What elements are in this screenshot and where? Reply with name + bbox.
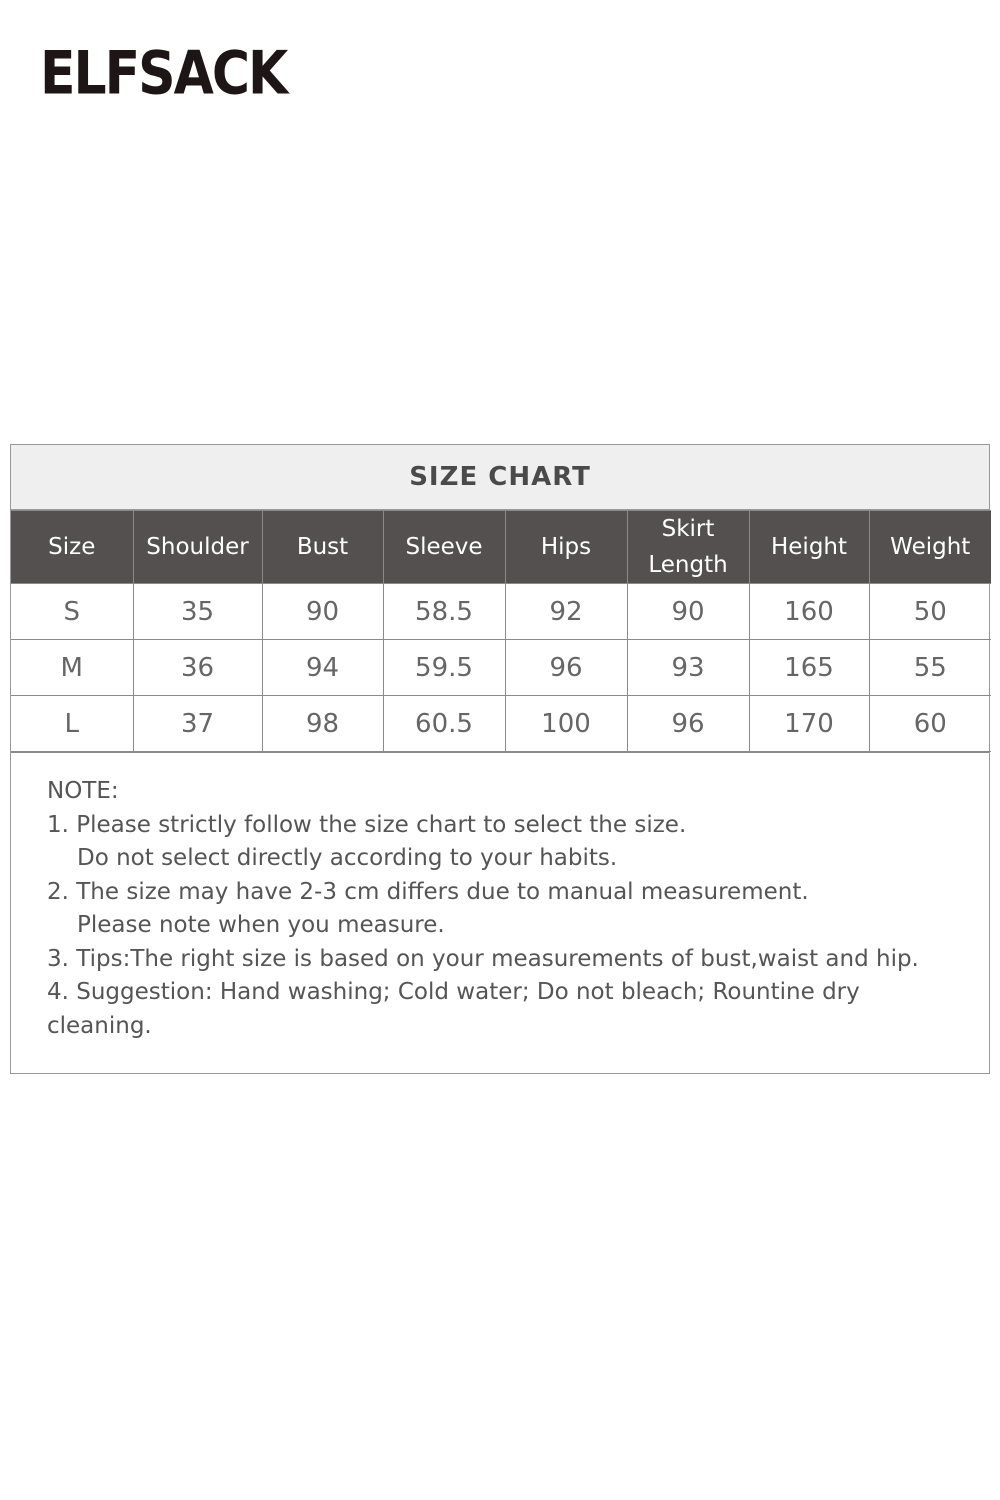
table-cell: 37 (132, 695, 263, 752)
table-header-row: Size Shoulder Bust Sleeve Hips Skirt Len… (11, 510, 991, 584)
notes-heading: NOTE: (47, 778, 119, 804)
table-cell: 98 (261, 695, 384, 752)
table-row: L 37 98 60.5 100 96 170 60 (11, 695, 991, 752)
table-cell: 165 (748, 639, 870, 696)
brand-logo: ELFSACK (40, 39, 288, 109)
table-cell: 60 (868, 695, 991, 752)
column-header: Skirt Length (626, 510, 750, 584)
column-header: Height (748, 510, 870, 584)
column-header: Bust (261, 510, 384, 584)
column-header: Shoulder (132, 510, 263, 584)
note-line: 2. The size may have 2-3 cm differs due … (47, 878, 809, 905)
table-cell: 55 (868, 639, 991, 696)
table-row: S 35 90 58.5 92 90 160 50 (11, 583, 991, 640)
table-cell: 92 (504, 583, 628, 640)
table-cell: 96 (504, 639, 628, 696)
table-cell: 60.5 (382, 695, 506, 752)
column-header: Size (11, 510, 134, 584)
column-header: Sleeve (382, 510, 506, 584)
table-cell: 94 (261, 639, 384, 696)
table-cell: 160 (748, 583, 870, 640)
note-line: Do not select directly according to your… (77, 845, 618, 871)
table-cell: 93 (626, 639, 750, 696)
table-cell: 100 (504, 695, 628, 752)
table-cell: 35 (132, 583, 263, 640)
table-cell: 58.5 (382, 583, 506, 640)
table-cell: 90 (261, 583, 384, 640)
table-cell: 36 (132, 639, 263, 696)
note-line: 1. Please strictly follow the size chart… (47, 811, 687, 838)
column-header: Hips (504, 510, 628, 584)
table-cell: 50 (868, 583, 991, 640)
table-row: M 36 94 59.5 96 93 165 55 (11, 639, 991, 696)
size-chart-title: SIZE CHART (11, 445, 989, 510)
table-cell: 96 (626, 695, 750, 752)
table-cell: 90 (626, 583, 750, 640)
table-cell: 59.5 (382, 639, 506, 696)
table-cell: M (11, 639, 134, 696)
notes: NOTE: 1. Please strictly follow the size… (11, 752, 989, 1073)
table-cell: L (11, 695, 134, 752)
column-header: Weight (868, 510, 991, 584)
size-chart: SIZE CHART Size Shoulder Bust Sleeve Hip… (10, 444, 991, 1074)
table-cell: S (11, 583, 134, 640)
table-cell: 170 (748, 695, 870, 752)
note-line: 4. Suggestion: Hand washing; Cold water;… (47, 979, 860, 1039)
note-line: Please note when you measure. (77, 912, 445, 938)
size-table: Size Shoulder Bust Sleeve Hips Skirt Len… (11, 510, 991, 752)
note-line: 3. Tips:The right size is based on your … (47, 945, 919, 972)
